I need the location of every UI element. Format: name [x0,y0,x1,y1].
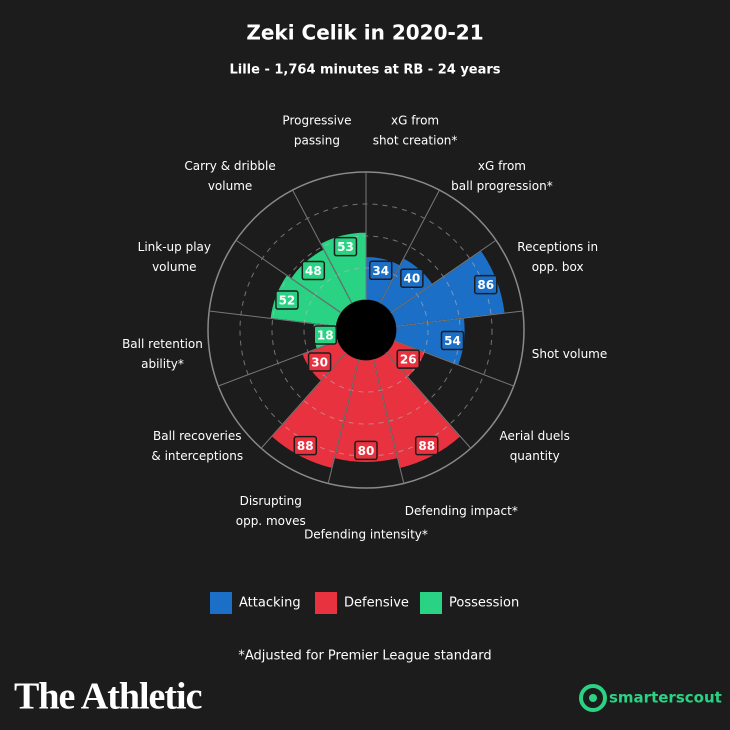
category-label: Ball retention [122,337,203,351]
footnote: *Adjusted for Premier League standard [238,649,491,664]
category-label: Link-up play [138,240,211,254]
category-label: Defending impact* [405,504,518,518]
value-label-box [301,260,326,281]
chart-title: Zeki Celik in 2020-21 [246,21,483,45]
value-label: 34 [372,264,389,278]
category-label: xG from [478,159,526,173]
value-label: 52 [279,294,296,308]
category-label: Defending intensity* [304,528,428,542]
spoke [292,189,353,304]
legend-swatch [420,592,442,614]
value-label-box [440,330,465,351]
category-label: Carry & dribble [184,159,275,173]
value-label: 88 [418,439,435,453]
category-label: opp. box [532,260,584,274]
category-label: Progressive [282,113,351,127]
category-label: volume [152,260,196,274]
category-label: opp. moves [236,514,306,528]
value-label-box [474,274,498,295]
category-label: ball progression* [451,179,553,193]
publisher-logo: The Athletic [14,676,202,718]
value-label: 88 [297,439,314,453]
value-label-box [354,440,378,461]
category-label: shot creation* [373,133,458,147]
spoke [395,310,523,327]
value-label: 48 [305,264,322,278]
spoke [218,340,339,387]
category-label: xG from [391,113,439,127]
spoke [327,359,360,484]
spoke [390,239,497,314]
category-label: Receptions in [517,240,598,254]
value-label: 40 [404,272,421,286]
category-label: Ball recoveries [153,429,241,443]
spoke [209,310,337,327]
chart-subtitle: Lille - 1,764 minutes at RB - 24 years [229,63,500,78]
value-label-box [414,435,439,456]
spoke [260,352,347,449]
value-label: 30 [311,356,328,370]
spoke [393,340,514,387]
value-label: 18 [317,328,334,342]
legend-label: Possession [449,596,519,611]
value-label-box [396,349,420,369]
value-label-box [368,260,393,281]
category-label: ability* [141,357,184,371]
provider-logo: smarterscout [609,689,722,707]
category-label: Shot volume [532,347,608,361]
legend-label: Attacking [239,596,301,611]
value-label: 86 [477,278,494,292]
legend-swatch [210,592,232,614]
category-label: quantity [510,449,560,463]
value-label-box [313,325,338,345]
value-label: 26 [400,353,417,367]
spoke [379,189,440,304]
center-hole [336,300,396,360]
value-label-box [333,236,358,257]
value-label-box [400,268,424,288]
value-label-box [275,290,299,310]
category-label: & interceptions [151,449,243,463]
category-label: Aerial duels [500,429,570,443]
category-label: volume [208,179,252,193]
value-label: 80 [358,444,375,458]
spoke [372,359,405,484]
provider-logo-icon [579,684,607,712]
category-label: Disrupting [240,494,302,508]
category-label: passing [294,133,340,147]
legend-swatch [315,592,337,614]
legend-label: Defensive [344,596,409,611]
value-label-box [307,352,332,372]
value-label: 53 [337,240,354,254]
spoke [235,239,342,314]
value-label-box [293,435,318,456]
value-label: 54 [444,334,461,348]
